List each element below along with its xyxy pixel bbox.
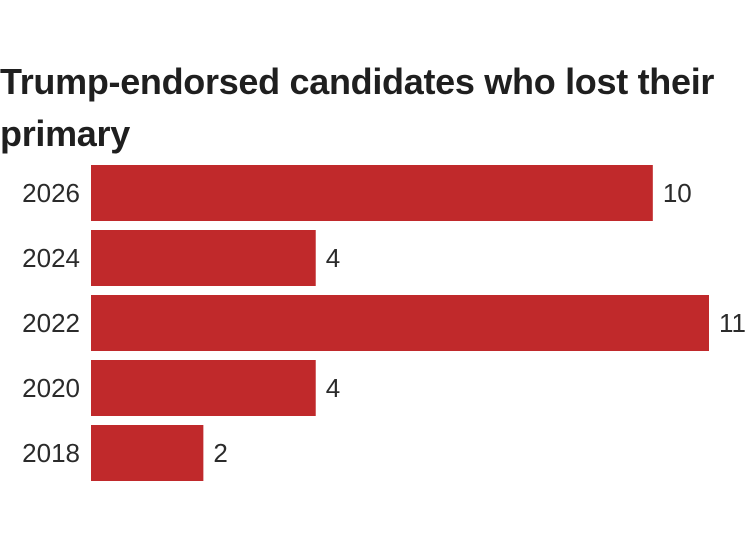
bar-2020 xyxy=(91,360,316,416)
bar-2024 xyxy=(91,230,316,286)
value-label-2024: 4 xyxy=(326,243,340,273)
value-label-2022: 11 xyxy=(719,308,746,338)
bar-2018 xyxy=(91,425,204,481)
bar-2022 xyxy=(91,295,709,351)
value-label-2018: 2 xyxy=(213,438,227,468)
value-label-2026: 10 xyxy=(663,178,692,208)
value-label-2020: 4 xyxy=(326,373,340,403)
bar-2026 xyxy=(91,165,653,221)
category-label-2022: 2022 xyxy=(22,308,80,338)
category-label-2020: 2020 xyxy=(22,373,80,403)
category-label-2018: 2018 xyxy=(22,438,80,468)
category-label-2026: 2026 xyxy=(22,178,80,208)
chart-title: Trump-endorsed candidates who lost their… xyxy=(0,61,715,154)
category-label-2024: 2024 xyxy=(22,243,80,273)
